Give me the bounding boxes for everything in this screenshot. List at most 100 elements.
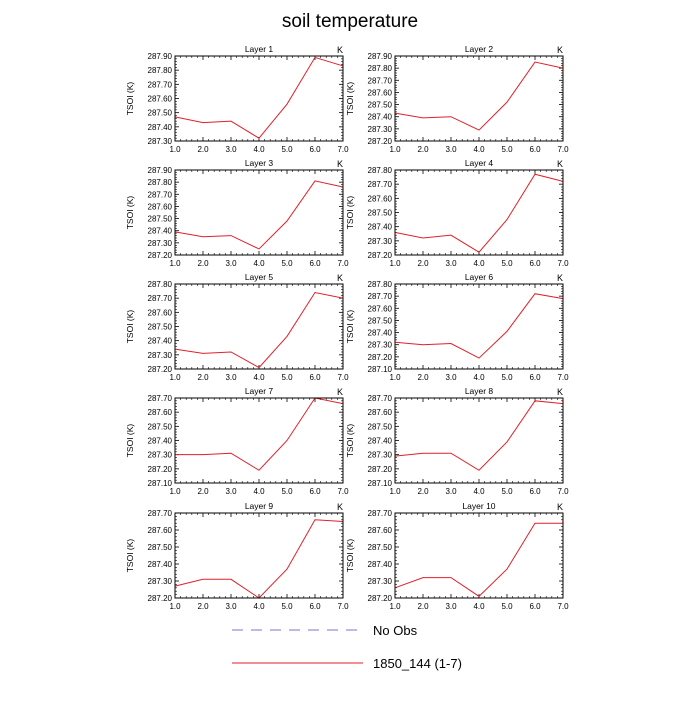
- x-tick-label: 2.0: [197, 487, 209, 496]
- x-tick-label: 5.0: [501, 602, 513, 611]
- y-tick-label: 287.30: [368, 451, 393, 460]
- x-tick-label: 5.0: [281, 259, 293, 268]
- x-tick-label: 2.0: [197, 602, 209, 611]
- x-tick-label: 2.0: [417, 259, 429, 268]
- y-axis-label: TSOI (K): [125, 539, 135, 573]
- x-tick-label: 6.0: [309, 145, 321, 154]
- x-tick-label: 1.0: [169, 487, 181, 496]
- y-tick-label: 287.80: [148, 66, 173, 75]
- x-tick-label: 6.0: [529, 373, 541, 382]
- y-tick-label: 287.70: [368, 76, 393, 85]
- x-tick-label: 6.0: [309, 602, 321, 611]
- y-tick-label: 287.60: [148, 308, 173, 317]
- x-tick-label: 2.0: [417, 145, 429, 154]
- plot-frame: [174, 512, 344, 599]
- y-tick-label: 287.20: [148, 594, 173, 603]
- panel-title: Layer 2: [465, 44, 494, 54]
- x-tick-label: 4.0: [473, 259, 485, 268]
- panel-title: Layer 5: [245, 272, 274, 282]
- panel-title: Layer 10: [462, 501, 495, 511]
- unit-label: K: [557, 502, 563, 512]
- y-tick-label: 287.30: [368, 125, 393, 134]
- x-tick-label: 6.0: [309, 259, 321, 268]
- x-tick-label: 5.0: [281, 373, 293, 382]
- y-tick-label: 287.60: [148, 526, 173, 535]
- y-tick-label: 287.40: [148, 227, 173, 236]
- y-tick-label: 287.60: [148, 95, 173, 104]
- legend-label-1850-144: 1850_144 (1-7): [373, 656, 462, 671]
- y-tick-label: 287.20: [148, 465, 173, 474]
- x-tick-label: 7.0: [337, 373, 349, 382]
- legend-entry-no-obs: No Obs: [232, 623, 418, 638]
- x-tick-label: 4.0: [253, 145, 265, 154]
- y-tick-label: 287.30: [148, 351, 173, 360]
- x-tick-label: 3.0: [445, 602, 457, 611]
- panels-group: Layer 1 K TSOI (K) 1.0 2.0 3.0 4.0 5.0 6.0 7.0 287…: [125, 44, 569, 611]
- unit-label: K: [337, 45, 343, 55]
- series-line: [174, 56, 344, 139]
- x-tick-label: 1.0: [389, 259, 401, 268]
- y-tick-label: 287.40: [368, 223, 393, 232]
- x-tick-label: 7.0: [557, 602, 569, 611]
- y-tick-label: 287.20: [368, 353, 393, 362]
- y-tick-label: 287.70: [368, 292, 393, 301]
- panel-layer-6: Layer 6 K TSOI (K) 1.0 2.0 3.0 4.0 5.0 6.0 7.0 287…: [345, 272, 569, 382]
- x-tick-label: 2.0: [197, 145, 209, 154]
- y-tick-label: 287.70: [368, 394, 393, 403]
- x-tick-label: 5.0: [281, 145, 293, 154]
- panel-layer-5: Layer 5 K TSOI (K) 1.0 2.0 3.0 4.0 5.0 6.0 7.0 287…: [125, 272, 349, 382]
- x-tick-label: 2.0: [417, 373, 429, 382]
- panel-layer-1: Layer 1 K TSOI (K) 1.0 2.0 3.0 4.0 5.0 6.0 7.0 287…: [125, 44, 349, 154]
- x-tick-label: 1.0: [169, 259, 181, 268]
- y-axis-label: TSOI (K): [345, 82, 355, 116]
- series-line: [394, 400, 564, 471]
- panel-title: Layer 9: [245, 501, 274, 511]
- y-axis-label: TSOI (K): [345, 310, 355, 344]
- y-tick-label: 287.80: [368, 64, 393, 73]
- series-line: [394, 61, 564, 131]
- y-tick-label: 287.20: [368, 465, 393, 474]
- x-tick-label: 1.0: [389, 487, 401, 496]
- x-tick-label: 3.0: [225, 487, 237, 496]
- y-tick-label: 287.20: [368, 594, 393, 603]
- legend-label-no-obs: No Obs: [373, 623, 418, 638]
- panel-title: Layer 6: [465, 272, 494, 282]
- plot-frame: [174, 283, 344, 370]
- y-tick-label: 287.30: [368, 341, 393, 350]
- x-tick-label: 5.0: [501, 145, 513, 154]
- x-tick-label: 4.0: [473, 602, 485, 611]
- series-line: [175, 397, 344, 471]
- y-tick-label: 287.50: [368, 101, 393, 110]
- series-line: [174, 291, 344, 369]
- y-tick-label: 287.60: [368, 194, 393, 203]
- y-tick-label: 287.60: [368, 304, 393, 313]
- x-tick-label: 4.0: [473, 145, 485, 154]
- y-tick-label: 287.30: [368, 577, 393, 586]
- y-axis-label: TSOI (K): [125, 196, 135, 230]
- y-tick-label: 287.40: [368, 560, 393, 569]
- y-tick-label: 287.50: [368, 316, 393, 325]
- series-line: [174, 180, 344, 250]
- x-tick-label: 7.0: [557, 487, 569, 496]
- x-tick-label: 7.0: [337, 487, 349, 496]
- x-tick-label: 1.0: [389, 145, 401, 154]
- y-tick-label: 287.20: [148, 251, 173, 260]
- y-tick-label: 287.60: [148, 202, 173, 211]
- plot-frame: [394, 55, 564, 142]
- unit-label: K: [557, 45, 563, 55]
- y-tick-label: 287.40: [368, 329, 393, 338]
- legend: No Obs 1850_144 (1-7): [232, 623, 462, 671]
- y-tick-label: 287.40: [148, 560, 173, 569]
- y-tick-label: 287.70: [148, 394, 173, 403]
- y-tick-label: 287.30: [148, 577, 173, 586]
- x-tick-label: 4.0: [253, 373, 265, 382]
- x-tick-label: 6.0: [529, 145, 541, 154]
- unit-label: K: [337, 387, 343, 397]
- y-tick-label: 287.40: [368, 437, 393, 446]
- y-tick-label: 287.40: [148, 337, 173, 346]
- x-tick-label: 5.0: [501, 259, 513, 268]
- x-tick-label: 7.0: [557, 373, 569, 382]
- unit-label: K: [337, 273, 343, 283]
- x-tick-label: 2.0: [197, 259, 209, 268]
